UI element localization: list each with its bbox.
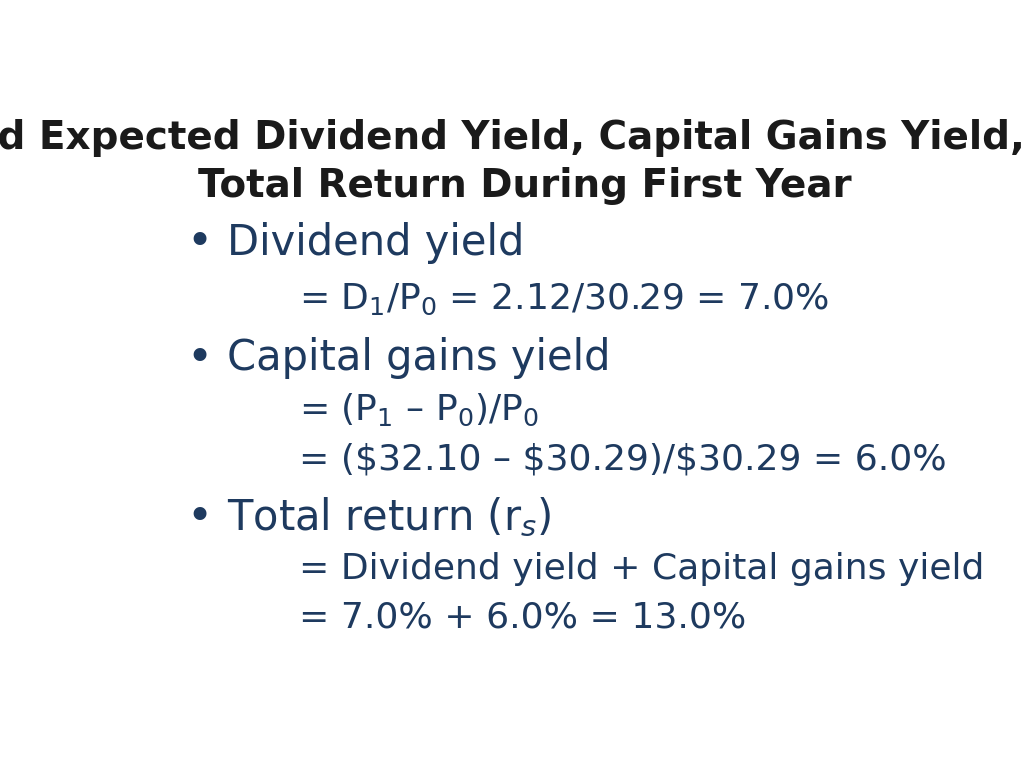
Text: Capital gains yield: Capital gains yield (227, 337, 610, 379)
Text: = Dividend yield + Capital gains yield: = Dividend yield + Capital gains yield (299, 552, 984, 587)
Text: = ($32.10 – $30.29)/$30.29 = 6.0%: = ($32.10 – $30.29)/$30.29 = 6.0% (299, 443, 946, 477)
Text: •: • (186, 221, 213, 264)
Text: Find Expected Dividend Yield, Capital Gains Yield, and
Total Return During First: Find Expected Dividend Yield, Capital Ga… (0, 119, 1024, 205)
Text: = (P$_1$ – P$_0$)/P$_0$: = (P$_1$ – P$_0$)/P$_0$ (299, 392, 539, 429)
Text: = 7.0% + 6.0% = 13.0%: = 7.0% + 6.0% = 13.0% (299, 601, 745, 634)
Text: Dividend yield: Dividend yield (227, 222, 524, 264)
Text: •: • (186, 337, 213, 379)
Text: Total return (r$_s$): Total return (r$_s$) (227, 496, 552, 540)
Text: •: • (186, 496, 213, 539)
Text: = D$_1$/P$_0$ = $2.12/$30.29 = 7.0%: = D$_1$/P$_0$ = $2.12/$30.29 = 7.0% (299, 282, 828, 316)
